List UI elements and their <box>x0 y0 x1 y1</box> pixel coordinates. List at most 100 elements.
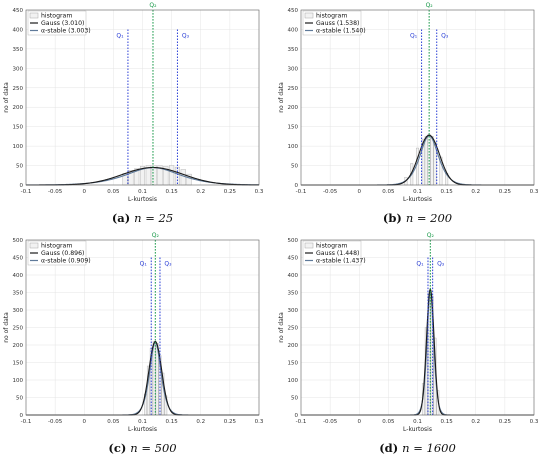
y-tick-label: 250 <box>13 86 24 92</box>
legend-gauss-label: Gauss (3.010) <box>41 20 84 27</box>
chart-svg-b: 0 50 100 150 200 250 300 350 400 450 -0.1 -0.05 0 0.0… <box>278 2 539 225</box>
histogram-bar <box>415 147 420 186</box>
y-tick-label: 50 <box>291 164 298 170</box>
y-tick-label: 100 <box>13 144 24 150</box>
y-tick-label: 250 <box>13 326 24 332</box>
x-tick-label: 0.2 <box>196 189 205 195</box>
legend-histogram-label: histogram <box>316 243 347 250</box>
x-tick-label: 0.05 <box>382 419 395 425</box>
y-tick-label: 400 <box>288 273 299 279</box>
y-tick-label: 300 <box>13 308 24 314</box>
legend-histogram-label: histogram <box>41 243 72 250</box>
figure-caption: (d) n = 1600 <box>379 441 456 455</box>
y-tick-label: 400 <box>288 27 299 33</box>
caption-equation: n = 200 <box>406 211 452 225</box>
q2-label: Q₂ <box>149 2 157 9</box>
histogram-bar <box>174 166 180 186</box>
legend-histogram-swatch <box>29 242 39 249</box>
axes-frame <box>25 9 260 186</box>
y-tick-label: 100 <box>288 378 299 384</box>
histogram-bar <box>424 136 428 186</box>
x-tick-label: 0.05 <box>107 419 120 425</box>
y-tick-label: 100 <box>288 144 299 150</box>
x-tick-label: 0.1 <box>138 419 147 425</box>
legend-gauss-label: Gauss (1.538) <box>316 20 359 27</box>
y-tick-label: 300 <box>288 66 299 72</box>
q2-label: Q₂ <box>427 232 435 239</box>
x-axis-label: L-kurtosis <box>403 196 432 203</box>
chart-panel-a: 0 50 100 150 200 250 300 350 400 450 -0.1 -0.05 0 0.0… <box>0 0 275 230</box>
caption-equation: n = 500 <box>130 441 176 455</box>
y-axis-label: no of data <box>3 312 10 343</box>
x-tick-label: 0.3 <box>255 419 264 425</box>
y-tick-label: 500 <box>13 238 24 244</box>
x-tick-label: 0.3 <box>530 189 539 195</box>
histogram-bar <box>180 169 186 186</box>
x-tick-label: 0 <box>358 419 362 425</box>
legend-gauss-label: Gauss (1.448) <box>316 250 359 257</box>
x-tick-label: 0.2 <box>471 419 480 425</box>
y-tick-label: 250 <box>288 86 299 92</box>
x-tick-label: 0.25 <box>224 189 237 195</box>
y-tick-label: 50 <box>291 396 298 402</box>
x-tick-label: 0 <box>83 419 87 425</box>
y-tick-label: 450 <box>288 256 299 262</box>
y-tick-label: 0 <box>20 413 24 419</box>
x-tick-label: 0.15 <box>166 419 179 425</box>
y-tick-label: 0 <box>295 413 299 419</box>
y-tick-label: 300 <box>288 308 299 314</box>
histogram-bar <box>169 165 175 186</box>
q1-label: Q₁ <box>416 261 424 268</box>
x-tick-label: 0.15 <box>166 189 179 195</box>
q2-label: Q₂ <box>152 232 160 239</box>
x-tick-label: -0.1 <box>21 419 32 425</box>
q2-label: Q₂ <box>426 2 434 9</box>
caption-letter: (a) <box>112 211 134 225</box>
q3-label: Q₃ <box>182 32 190 39</box>
y-tick-label: 150 <box>13 125 24 131</box>
axes-frame <box>300 239 535 416</box>
y-tick-label: 150 <box>288 125 299 131</box>
y-tick-label: 150 <box>13 361 24 367</box>
x-axis-label: L-kurtosis <box>403 426 432 433</box>
chart-svg-c: 0 50 100 150 200 250 300 350 400 450 500 -0.1 -0.05 0… <box>3 232 264 455</box>
y-tick-label: 350 <box>13 47 24 53</box>
x-tick-label: 0.15 <box>441 189 454 195</box>
y-tick-label: 200 <box>288 105 299 111</box>
legend-histogram-label: histogram <box>41 13 72 20</box>
q3-label: Q₃ <box>441 32 449 39</box>
figure-caption: (c) n = 500 <box>108 441 176 455</box>
x-tick-label: 0.2 <box>471 189 480 195</box>
legend-histogram-label: histogram <box>316 13 347 20</box>
x-tick-label: 0.1 <box>413 419 422 425</box>
y-tick-label: 350 <box>288 47 299 53</box>
x-tick-label: 0.3 <box>255 189 264 195</box>
x-tick-label: -0.05 <box>323 419 338 425</box>
x-tick-label: 0.15 <box>441 419 454 425</box>
x-tick-label: 0.25 <box>224 419 237 425</box>
x-tick-label: 0.1 <box>138 189 147 195</box>
chart-panel-c: 0 50 100 150 200 250 300 350 400 450 500 -0.1 -0.05 0… <box>0 230 275 460</box>
y-tick-label: 0 <box>295 183 299 189</box>
y-tick-label: 200 <box>13 105 24 111</box>
y-tick-label: 450 <box>13 8 24 14</box>
x-tick-label: 0.25 <box>499 189 512 195</box>
y-tick-label: 350 <box>13 291 24 297</box>
axes-frame <box>300 9 535 186</box>
legend-stable-label: α-stable (1.540) <box>316 28 366 35</box>
legend-stable-label: α-stable (3.003) <box>41 28 91 35</box>
chart-svg-a: 0 50 100 150 200 250 300 350 400 450 -0.1 -0.05 0 0.0… <box>3 2 264 225</box>
y-tick-label: 0 <box>20 183 24 189</box>
y-tick-label: 500 <box>288 238 299 244</box>
legend-histogram-swatch <box>304 12 314 19</box>
legend-gauss-label: Gauss (0.896) <box>41 250 84 257</box>
q1-label: Q₁ <box>410 32 418 39</box>
figure-caption: (a) n = 25 <box>112 211 173 225</box>
y-tick-label: 400 <box>13 27 24 33</box>
x-tick-label: 0.05 <box>382 189 395 195</box>
y-tick-label: 100 <box>13 378 24 384</box>
x-tick-label: 0.3 <box>530 419 539 425</box>
x-tick-label: -0.1 <box>21 189 32 195</box>
chart-panel-d: 0 50 100 150 200 250 300 350 400 450 500 -0.1 -0.05 0… <box>275 230 550 460</box>
x-tick-label: 0 <box>83 189 87 195</box>
